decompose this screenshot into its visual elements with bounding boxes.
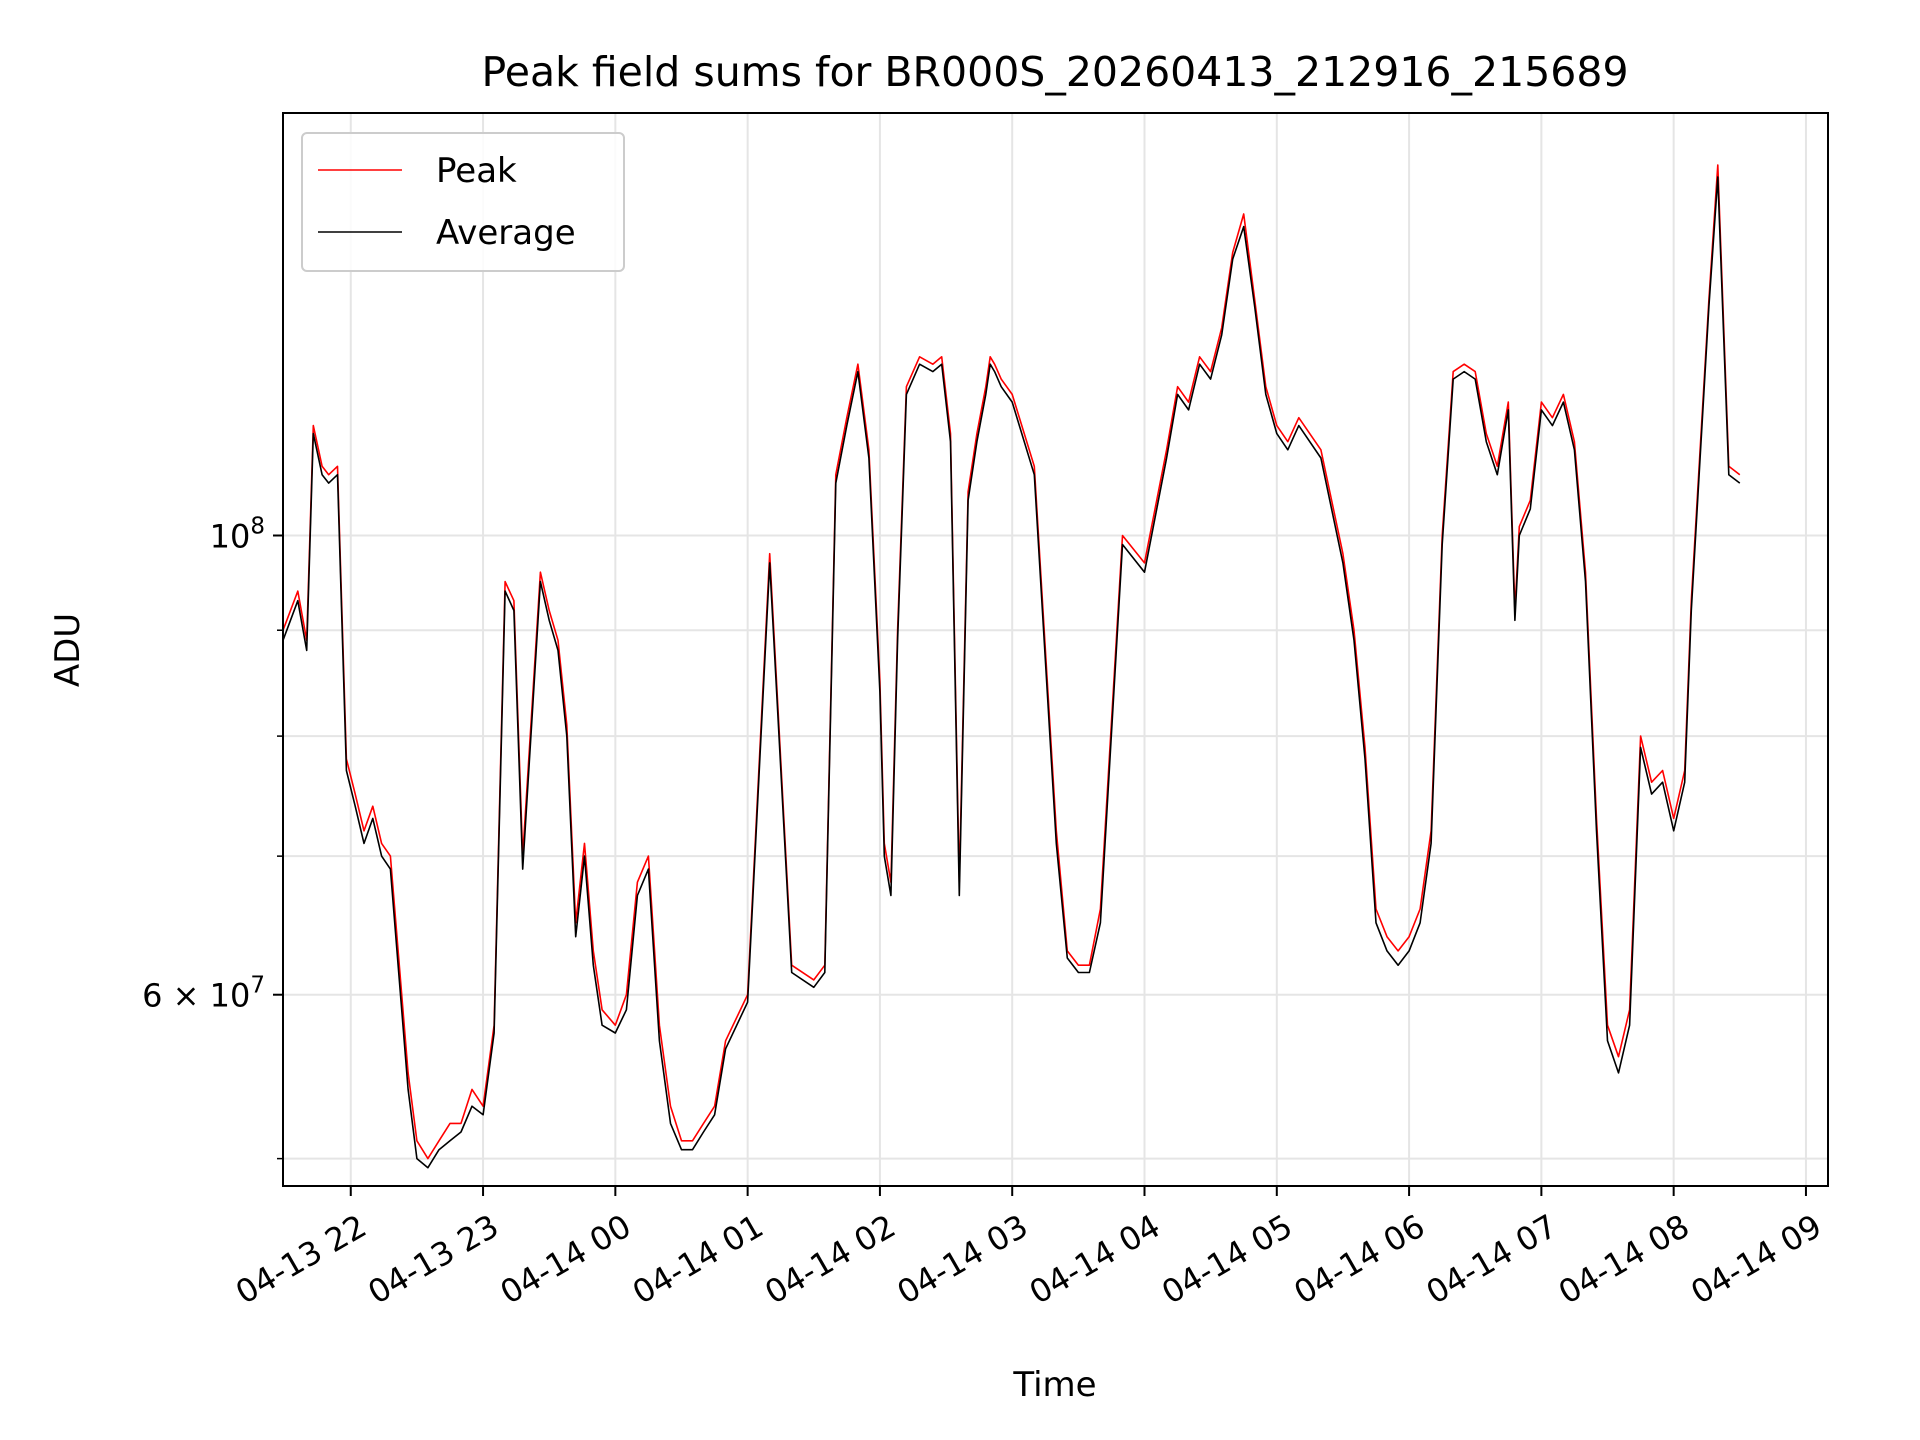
grid-lines (283, 113, 1828, 1186)
y-tick-label: 108 (210, 514, 265, 556)
x-axis-label: Time (1012, 1365, 1096, 1405)
legend-label-average: Average (436, 213, 576, 253)
y-axis-label: ADU (48, 613, 88, 687)
series-line-average (282, 176, 1741, 1169)
y-tick-label: 6 × 107 (142, 973, 265, 1015)
legend: Peak Average (301, 132, 625, 272)
plot-frame (282, 112, 1829, 1187)
legend-label-peak: Peak (436, 151, 517, 191)
legend-box (301, 132, 625, 272)
y-axis: 108 6 × 107 (142, 514, 283, 1160)
chart-title: Peak field sums for BR000S_20260413_2129… (481, 48, 1628, 96)
series-layer (282, 164, 1741, 1169)
